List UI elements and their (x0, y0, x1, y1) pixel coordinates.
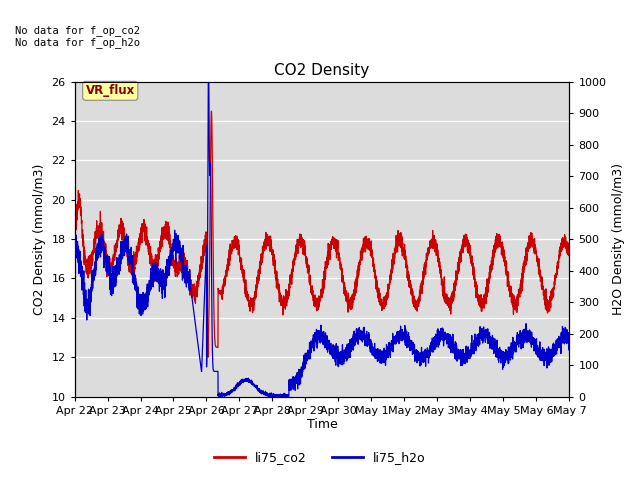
Y-axis label: CO2 Density (mmol/m3): CO2 Density (mmol/m3) (33, 163, 45, 315)
Y-axis label: H2O Density (mmol/m3): H2O Density (mmol/m3) (612, 163, 625, 315)
Legend: li75_co2, li75_h2o: li75_co2, li75_h2o (209, 446, 431, 469)
Title: CO2 Density: CO2 Density (275, 62, 369, 78)
Text: VR_flux: VR_flux (86, 84, 135, 97)
X-axis label: Time: Time (307, 419, 337, 432)
Text: No data for f_op_co2
No data for f_op_h2o: No data for f_op_co2 No data for f_op_h2… (15, 25, 140, 48)
